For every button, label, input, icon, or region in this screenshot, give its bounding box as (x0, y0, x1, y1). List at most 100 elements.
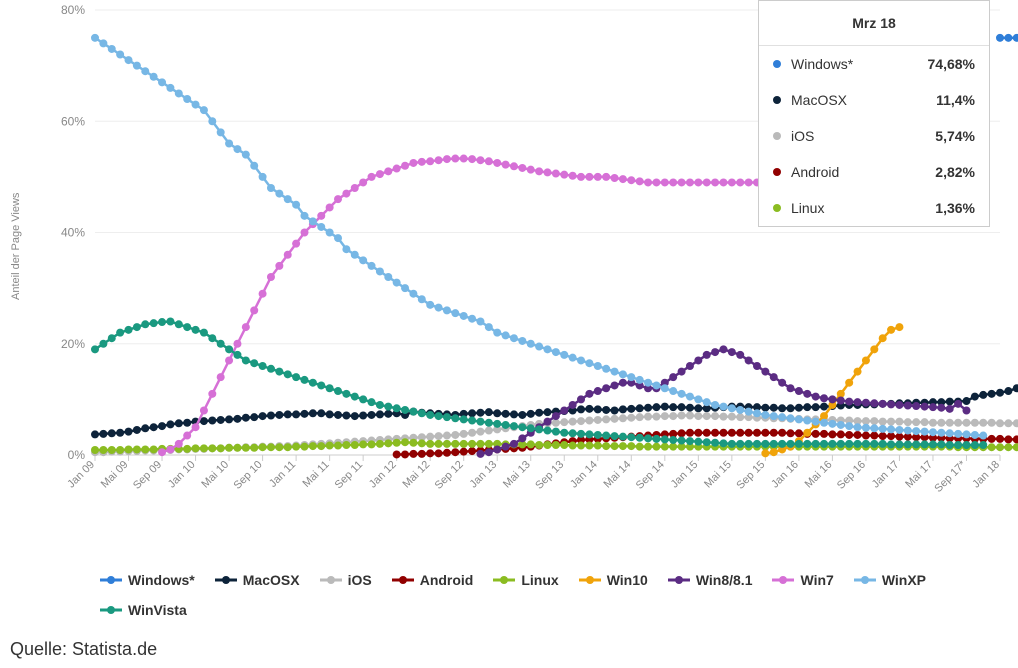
series-marker[interactable] (267, 443, 275, 451)
series-marker[interactable] (787, 404, 795, 412)
series-marker[interactable] (485, 323, 493, 331)
series-marker[interactable] (686, 393, 694, 401)
series-marker[interactable] (401, 284, 409, 292)
series-marker[interactable] (854, 368, 862, 376)
series-marker[interactable] (686, 429, 694, 437)
series-marker[interactable] (787, 429, 795, 437)
series-marker[interactable] (678, 403, 686, 411)
series-marker[interactable] (962, 419, 970, 427)
series-marker[interactable] (510, 422, 518, 430)
series-marker[interactable] (99, 39, 107, 47)
series-marker[interactable] (845, 398, 853, 406)
series-marker[interactable] (594, 405, 602, 413)
series-marker[interactable] (904, 440, 912, 448)
series-marker[interactable] (418, 158, 426, 166)
series-marker[interactable] (636, 376, 644, 384)
series-marker[interactable] (384, 273, 392, 281)
series-marker[interactable] (627, 373, 635, 381)
series-marker[interactable] (803, 403, 811, 411)
series-marker[interactable] (552, 412, 560, 420)
series-marker[interactable] (242, 444, 250, 452)
series-marker[interactable] (91, 446, 99, 454)
series-marker[interactable] (652, 178, 660, 186)
series-marker[interactable] (594, 431, 602, 439)
series-marker[interactable] (946, 405, 954, 413)
series-marker[interactable] (870, 417, 878, 425)
series-marker[interactable] (837, 440, 845, 448)
series-marker[interactable] (879, 425, 887, 433)
series-marker[interactable] (384, 403, 392, 411)
series-marker[interactable] (451, 440, 459, 448)
series-marker[interactable] (284, 195, 292, 203)
series-marker[interactable] (435, 304, 443, 312)
series-marker[interactable] (870, 440, 878, 448)
series-marker[interactable] (275, 368, 283, 376)
series-marker[interactable] (426, 440, 434, 448)
series-marker[interactable] (552, 170, 560, 178)
series-marker[interactable] (921, 440, 929, 448)
series-marker[interactable] (326, 442, 334, 450)
series-marker[interactable] (979, 441, 987, 449)
series-marker[interactable] (108, 45, 116, 53)
series-marker[interactable] (929, 428, 937, 436)
series-marker[interactable] (560, 429, 568, 437)
series-marker[interactable] (728, 413, 736, 421)
series-marker[interactable] (510, 334, 518, 342)
series-marker[interactable] (468, 429, 476, 437)
series-marker[interactable] (125, 56, 133, 64)
series-marker[interactable] (217, 444, 225, 452)
series-marker[interactable] (577, 417, 585, 425)
series-marker[interactable] (904, 401, 912, 409)
series-marker[interactable] (409, 159, 417, 167)
series-marker[interactable] (728, 178, 736, 186)
series-marker[interactable] (787, 384, 795, 392)
series-marker[interactable] (611, 381, 619, 389)
series-marker[interactable] (225, 140, 233, 148)
series-marker[interactable] (711, 429, 719, 437)
series-marker[interactable] (552, 428, 560, 436)
series-marker[interactable] (108, 334, 116, 342)
series-marker[interactable] (569, 354, 577, 362)
series-marker[interactable] (426, 433, 434, 441)
series-marker[interactable] (284, 251, 292, 259)
series-marker[interactable] (208, 390, 216, 398)
series-marker[interactable] (460, 440, 468, 448)
series-marker[interactable] (342, 245, 350, 253)
series-marker[interactable] (820, 394, 828, 402)
series-marker[interactable] (753, 429, 761, 437)
series-marker[interactable] (493, 329, 501, 337)
series-marker[interactable] (828, 430, 836, 438)
series-marker[interactable] (778, 429, 786, 437)
series-marker[interactable] (326, 229, 334, 237)
series-marker[interactable] (711, 178, 719, 186)
series-marker[interactable] (770, 412, 778, 420)
series-marker[interactable] (879, 334, 887, 342)
series-marker[interactable] (585, 390, 593, 398)
series-marker[interactable] (116, 429, 124, 437)
series-marker[interactable] (175, 89, 183, 97)
series-marker[interactable] (426, 449, 434, 457)
series-marker[interactable] (678, 178, 686, 186)
series-marker[interactable] (652, 413, 660, 421)
series-marker[interactable] (585, 417, 593, 425)
series-marker[interactable] (652, 403, 660, 411)
series-marker[interactable] (267, 412, 275, 420)
series-marker[interactable] (594, 387, 602, 395)
series-marker[interactable] (812, 440, 820, 448)
series-marker[interactable] (887, 418, 895, 426)
series-marker[interactable] (166, 420, 174, 428)
series-marker[interactable] (166, 445, 174, 453)
series-marker[interactable] (820, 403, 828, 411)
series-marker[interactable] (619, 414, 627, 422)
series-marker[interactable] (502, 161, 510, 169)
series-marker[interactable] (1004, 443, 1012, 451)
series-marker[interactable] (376, 440, 384, 448)
series-marker[interactable] (996, 34, 1004, 42)
series-marker[interactable] (502, 331, 510, 339)
series-marker[interactable] (954, 441, 962, 449)
series-marker[interactable] (502, 410, 510, 418)
series-marker[interactable] (728, 429, 736, 437)
series-marker[interactable] (217, 373, 225, 381)
series-marker[interactable] (996, 389, 1004, 397)
series-marker[interactable] (460, 312, 468, 320)
